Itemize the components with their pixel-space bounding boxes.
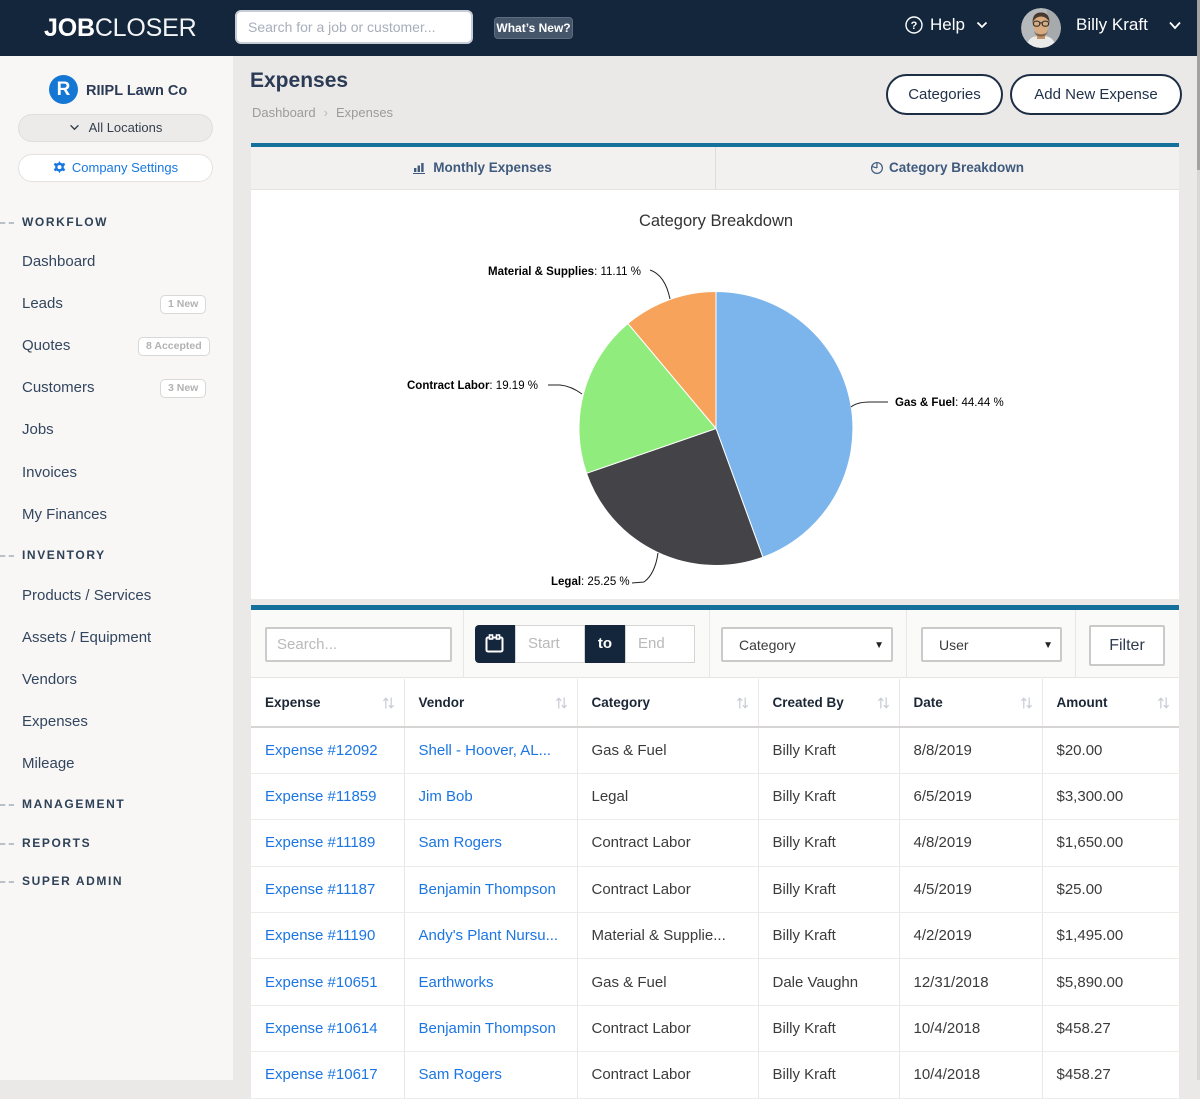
svg-text:Legal: 25.25 %: Legal: 25.25 % (551, 576, 630, 588)
svg-text:Contract Labor: 19.19 %: Contract Labor: 19.19 % (407, 380, 538, 392)
svg-text:?: ? (911, 20, 918, 32)
svg-text:Category Breakdown: Category Breakdown (639, 212, 793, 230)
svg-text:Material & Supplies: 11.11 %: Material & Supplies: 11.11 % (488, 266, 641, 278)
svg-text:Gas & Fuel: 44.44 %: Gas & Fuel: 44.44 % (895, 397, 1004, 409)
